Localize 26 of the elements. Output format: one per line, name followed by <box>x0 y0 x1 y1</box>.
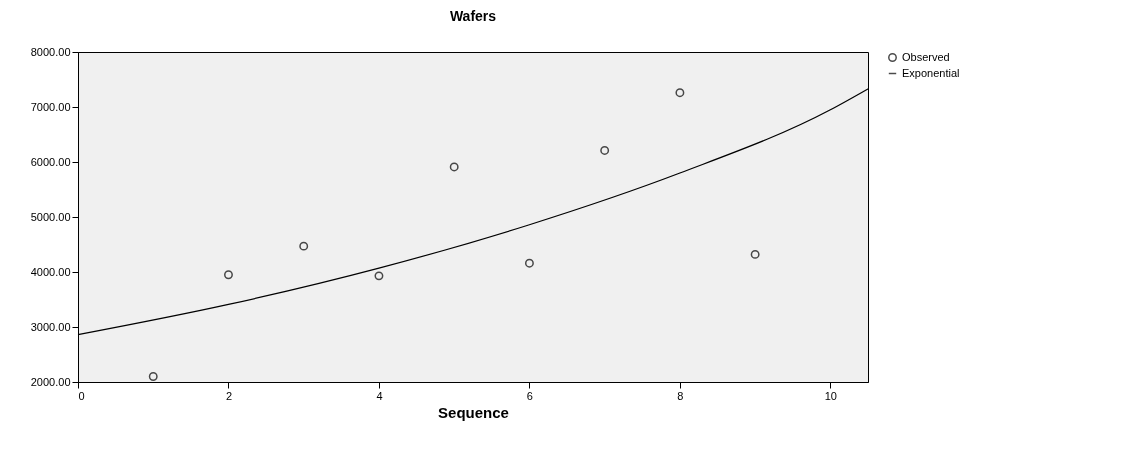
x-tick-label: 6 <box>526 389 533 402</box>
point <box>750 249 760 259</box>
x-tick-label: 10 <box>824 389 838 402</box>
point <box>299 241 309 251</box>
point <box>374 271 384 281</box>
chart-title: Wafers <box>449 8 497 24</box>
y-tick-label: 4000.00 <box>30 265 71 278</box>
point <box>600 146 610 155</box>
y-tick-label: 2000.00 <box>30 375 71 388</box>
legend-label: Observed <box>902 50 950 63</box>
point <box>224 270 233 280</box>
y-tick-label: 5000.00 <box>30 210 71 223</box>
y-tick-label: 8000.00 <box>30 45 71 58</box>
point <box>524 258 534 268</box>
x-tick-label: 0 <box>78 389 85 402</box>
y-tick-label: 7000.00 <box>30 100 71 113</box>
x-tick-label: 4 <box>376 389 383 402</box>
x-tick-label: 2 <box>225 389 233 402</box>
point <box>148 372 158 381</box>
legend-label: Exponential <box>902 66 960 79</box>
y-tick-label: 3000.00 <box>30 320 71 333</box>
x-axis-title: Sequence <box>438 403 509 421</box>
point <box>675 88 685 98</box>
y-tick-label: 6000.00 <box>30 155 71 168</box>
point <box>449 162 459 172</box>
x-tick-label: 8 <box>677 389 684 402</box>
